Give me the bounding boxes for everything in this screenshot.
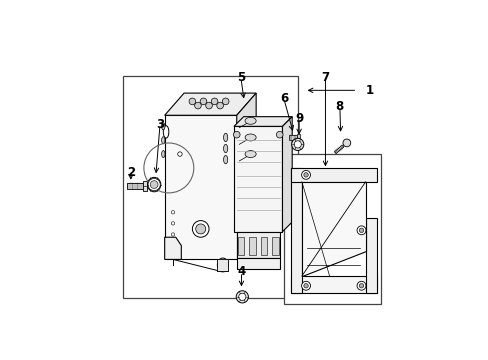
Circle shape	[222, 98, 228, 105]
Ellipse shape	[244, 117, 256, 124]
Polygon shape	[164, 93, 256, 115]
Circle shape	[148, 179, 160, 191]
Circle shape	[303, 284, 307, 288]
Ellipse shape	[217, 258, 228, 272]
Text: 6: 6	[279, 92, 287, 105]
Text: 1: 1	[365, 84, 373, 97]
Circle shape	[303, 173, 307, 177]
Text: 5: 5	[236, 71, 244, 84]
Circle shape	[177, 152, 182, 156]
Circle shape	[195, 224, 205, 234]
Circle shape	[189, 98, 195, 105]
Circle shape	[200, 98, 206, 105]
Circle shape	[356, 281, 365, 290]
Polygon shape	[282, 117, 292, 232]
Bar	[236, 258, 279, 269]
Polygon shape	[164, 237, 181, 260]
Text: 7: 7	[321, 71, 329, 84]
FancyArrowPatch shape	[239, 120, 253, 128]
Bar	[272, 237, 278, 255]
Circle shape	[192, 221, 208, 237]
Bar	[290, 168, 376, 182]
Bar	[143, 181, 147, 191]
Ellipse shape	[223, 133, 227, 141]
FancyArrow shape	[334, 145, 344, 154]
Circle shape	[216, 102, 223, 109]
Bar	[127, 183, 143, 189]
Circle shape	[301, 170, 310, 179]
Text: 3: 3	[156, 118, 163, 131]
Ellipse shape	[162, 150, 164, 158]
Text: 4: 4	[237, 265, 245, 278]
FancyArrowPatch shape	[239, 153, 253, 161]
Circle shape	[150, 181, 158, 188]
Bar	[290, 168, 301, 293]
Bar	[260, 237, 267, 255]
Bar	[248, 237, 255, 255]
Polygon shape	[301, 182, 365, 276]
Circle shape	[359, 228, 363, 233]
Circle shape	[359, 284, 363, 288]
Circle shape	[276, 131, 283, 138]
Circle shape	[236, 291, 248, 303]
Circle shape	[171, 233, 174, 236]
Bar	[289, 135, 297, 140]
Text: 2: 2	[126, 166, 135, 179]
Circle shape	[205, 102, 212, 109]
Ellipse shape	[162, 123, 164, 130]
Text: 8: 8	[335, 100, 343, 113]
Ellipse shape	[147, 177, 161, 192]
Circle shape	[211, 98, 218, 105]
Text: 9: 9	[294, 112, 303, 125]
Ellipse shape	[244, 134, 256, 141]
Circle shape	[238, 293, 245, 301]
Bar	[297, 134, 299, 141]
Bar	[123, 76, 297, 298]
Circle shape	[356, 226, 365, 235]
FancyArrowPatch shape	[239, 136, 253, 144]
Bar	[217, 260, 228, 270]
Bar	[233, 126, 282, 232]
Circle shape	[293, 141, 301, 148]
Circle shape	[233, 131, 240, 138]
Ellipse shape	[163, 126, 168, 138]
Ellipse shape	[162, 137, 164, 144]
Circle shape	[291, 138, 303, 150]
Polygon shape	[236, 93, 256, 204]
Circle shape	[342, 139, 350, 147]
Circle shape	[171, 222, 174, 225]
Bar	[290, 276, 376, 293]
Polygon shape	[233, 117, 292, 126]
Ellipse shape	[223, 156, 227, 164]
Circle shape	[171, 211, 174, 214]
Bar	[164, 115, 236, 260]
Bar	[284, 154, 380, 304]
Bar	[237, 237, 244, 255]
Bar	[236, 232, 279, 258]
Ellipse shape	[223, 144, 227, 153]
Ellipse shape	[244, 150, 256, 158]
Circle shape	[301, 281, 310, 290]
Bar	[365, 218, 376, 293]
Circle shape	[194, 102, 201, 109]
